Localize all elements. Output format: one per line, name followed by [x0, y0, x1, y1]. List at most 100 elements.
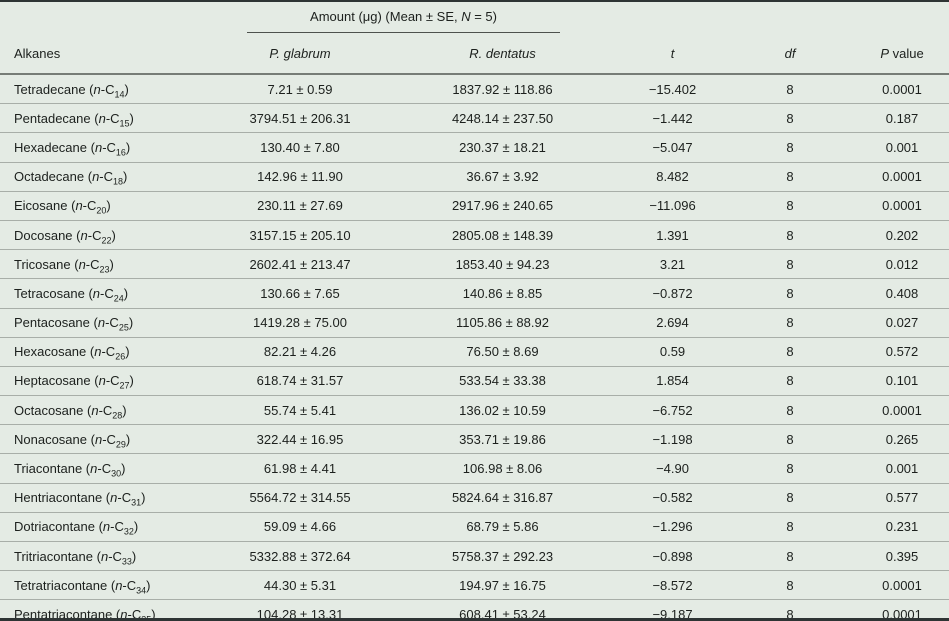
df-cell: 8 — [786, 606, 794, 621]
glabrum-amount-cell: 142.96 ± 11.90 — [257, 169, 343, 185]
alkane-name-cell: Pentadecane (n-C15) — [14, 110, 134, 129]
column-header-row: Alkanes P. glabrum R. dentatus t df P va… — [0, 33, 949, 74]
dentatus-amount-cell: 36.67 ± 3.92 — [466, 169, 539, 185]
table-row: Heptacosane (n-C27) 618.74 ± 31.57 533.5… — [0, 366, 949, 396]
df-cell: 8 — [786, 315, 794, 331]
dentatus-amount-cell: 1105.86 ± 88.92 — [456, 315, 549, 331]
df-cell: 8 — [786, 519, 794, 535]
glabrum-amount-cell: 130.66 ± 7.65 — [260, 285, 340, 301]
alkane-name-cell: Pentacosane (n-C25) — [14, 315, 134, 333]
alkane-name-cell: Tricosane (n-C23) — [14, 256, 114, 275]
table-header: Amount (μg) (Mean ± SE, N = 5) Alkanes P… — [0, 2, 949, 74]
alkane-name-cell: Tetracosane (n-C24) — [14, 285, 129, 304]
t-value-cell: −1.296 — [652, 519, 693, 535]
table-row: Pentatriacontane (n-C35) 104.28 ± 13.31 … — [0, 600, 949, 621]
p-value-cell: 0.231 — [885, 519, 919, 535]
p-value-cell: 0.012 — [885, 256, 919, 272]
df-cell: 8 — [786, 110, 794, 126]
t-value-cell: −0.872 — [652, 285, 693, 301]
glabrum-amount-cell: 322.44 ± 16.95 — [256, 431, 344, 447]
glabrum-amount-cell: 618.74 ± 31.57 — [256, 373, 344, 389]
alkane-name-cell: Eicosane (n-C20) — [14, 198, 111, 216]
alkane-name-cell: Octacosane (n-C28) — [14, 402, 127, 421]
glabrum-amount-cell: 230.11 ± 27.69 — [257, 198, 343, 214]
df-cell: 8 — [786, 577, 794, 593]
glabrum-amount-cell: 3794.51 ± 206.31 — [249, 110, 351, 126]
n-symbol: N — [461, 9, 471, 24]
dentatus-amount-cell: 68.79 ± 5.86 — [466, 519, 539, 535]
column-header-p-glabrum: P. glabrum — [269, 45, 331, 61]
dentatus-amount-cell: 194.97 ± 16.75 — [459, 577, 546, 593]
t-value-cell: −1.442 — [652, 110, 693, 126]
t-value-cell: 3.21 — [659, 256, 686, 272]
dentatus-amount-cell: 533.54 ± 33.38 — [459, 373, 546, 389]
table-row: Docosane (n-C22) 3157.15 ± 205.10 2805.0… — [0, 220, 949, 250]
spanning-header-spacer — [0, 2, 215, 33]
alkane-name-cell: Pentatriacontane (n-C35) — [14, 606, 156, 621]
glabrum-amount-cell: 44.30 ± 5.31 — [263, 577, 337, 593]
table-row: Eicosane (n-C20) 230.11 ± 27.69 2917.96 … — [0, 191, 949, 221]
df-cell: 8 — [786, 548, 794, 564]
glabrum-amount-cell: 61.98 ± 4.41 — [263, 461, 337, 477]
table-row: Triacontane (n-C30) 61.98 ± 4.41 106.98 … — [0, 454, 949, 484]
alkane-name-cell: Docosane (n-C22) — [14, 227, 116, 246]
df-cell: 8 — [786, 490, 794, 506]
p-value-cell: 0.0001 — [882, 402, 922, 418]
df-cell: 8 — [786, 169, 794, 185]
dentatus-amount-cell: 230.37 ± 18.21 — [459, 139, 546, 155]
dentatus-amount-cell: 76.50 ± 8.69 — [466, 344, 539, 360]
glabrum-amount-cell: 5564.72 ± 314.55 — [249, 490, 351, 506]
df-cell: 8 — [786, 285, 794, 301]
alkane-name-cell: Tetradecane (n-C14) — [14, 81, 129, 100]
spanning-header-spacer — [620, 2, 725, 33]
p-value-cell: 0.0001 — [882, 606, 922, 621]
df-cell: 8 — [786, 461, 794, 477]
df-cell: 8 — [786, 431, 794, 447]
glabrum-amount-cell: 59.09 ± 4.66 — [263, 519, 337, 535]
df-cell: 8 — [786, 256, 794, 272]
glabrum-amount-cell: 7.21 ± 0.59 — [267, 81, 333, 97]
glabrum-amount-cell: 104.28 ± 13.31 — [256, 606, 344, 621]
glabrum-amount-cell: 55.74 ± 5.41 — [263, 402, 337, 418]
df-cell: 8 — [786, 139, 794, 155]
table-row: Tritriacontane (n-C33) 5332.88 ± 372.64 … — [0, 542, 949, 571]
p-value-cell: 0.572 — [885, 344, 919, 360]
amount-header-label: Amount (μg) (Mean ± SE, N = 5) — [310, 9, 497, 24]
df-cell: 8 — [786, 402, 794, 418]
column-header-p-value: P value — [880, 45, 924, 61]
table-row: Hexadecane (n-C16) 130.40 ± 7.80 230.37 … — [0, 133, 949, 163]
table-body: Tetradecane (n-C14) 7.21 ± 0.59 1837.92 … — [0, 74, 949, 621]
alkane-name-cell: Hexacosane (n-C26) — [14, 344, 130, 362]
df-cell: 8 — [786, 198, 794, 214]
p-value-cell: 0.0001 — [882, 169, 922, 185]
dentatus-amount-cell: 2805.08 ± 148.39 — [451, 227, 554, 243]
t-value-cell: −0.898 — [652, 548, 693, 564]
alkane-name-cell: Dotriacontane (n-C32) — [14, 519, 139, 537]
df-cell: 8 — [786, 373, 794, 389]
alkane-name-cell: Nonacosane (n-C29) — [14, 431, 131, 450]
table-row: Tetratriacontane (n-C34) 44.30 ± 5.31 19… — [0, 571, 949, 600]
table-row: Pentadecane (n-C15) 3794.51 ± 206.31 424… — [0, 104, 949, 133]
t-value-cell: −6.752 — [652, 402, 693, 418]
glabrum-amount-cell: 1419.28 ± 75.00 — [253, 315, 347, 331]
glabrum-amount-cell: 3157.15 ± 205.10 — [249, 227, 351, 243]
t-value-cell: −9.187 — [652, 606, 693, 621]
df-cell: 8 — [786, 81, 794, 97]
glabrum-amount-cell: 2602.41 ± 213.47 — [249, 256, 351, 272]
p-value-cell: 0.0001 — [882, 81, 922, 97]
alkane-name-cell: Tetratriacontane (n-C34) — [14, 577, 151, 596]
p-value-cell: 0.027 — [885, 315, 919, 331]
table-row: Tetradecane (n-C14) 7.21 ± 0.59 1837.92 … — [0, 74, 949, 104]
alkane-name-cell: Octadecane (n-C18) — [14, 169, 128, 187]
dentatus-amount-cell: 353.71 ± 19.86 — [459, 431, 546, 447]
p-value-cell: 0.101 — [885, 373, 919, 389]
column-header-r-dentatus: R. dentatus — [469, 45, 536, 61]
t-value-cell: 2.694 — [656, 315, 689, 331]
alkane-name-cell: Hexadecane (n-C16) — [14, 139, 131, 158]
df-cell: 8 — [786, 227, 794, 243]
t-value-cell: −0.582 — [652, 490, 693, 506]
dentatus-amount-cell: 1853.40 ± 94.23 — [455, 256, 550, 272]
spanning-header-spacer — [855, 2, 949, 33]
column-header-alkanes: Alkanes — [14, 45, 61, 61]
